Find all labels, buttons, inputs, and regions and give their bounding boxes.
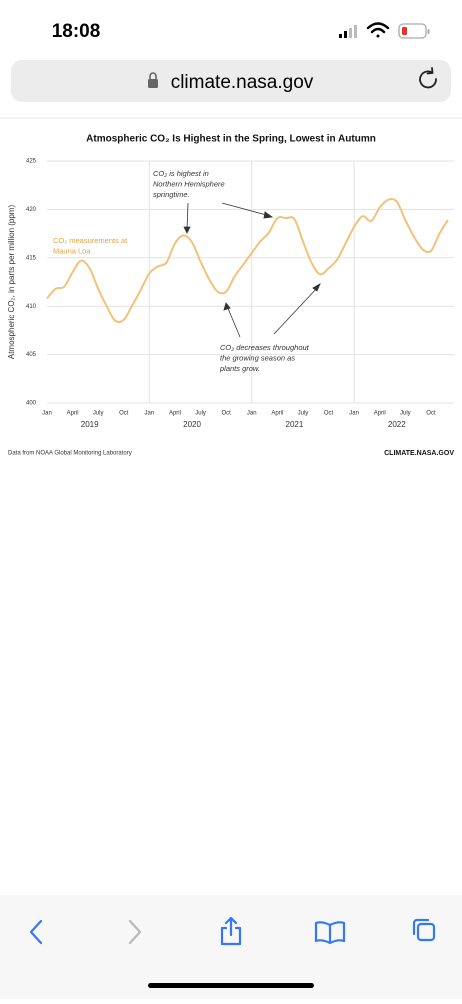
back-button[interactable] [29, 919, 43, 945]
home-indicator [148, 983, 314, 988]
x-tick-label: Oct [119, 411, 129, 417]
x-tick-label: April [67, 411, 79, 417]
data-line [46, 198, 449, 324]
lock-icon [148, 72, 158, 88]
x-tick-label: Jan [42, 411, 52, 417]
status-time: 18:08 [52, 21, 101, 42]
forward-button[interactable] [128, 919, 142, 945]
y-tick-label: 425 [26, 159, 37, 165]
year-label: 2022 [388, 420, 406, 429]
year-label: 2021 [286, 420, 304, 429]
x-tick-label: Jan [349, 411, 359, 417]
battery-icon [398, 23, 430, 39]
share-button[interactable] [220, 916, 242, 946]
bookmarks-button[interactable] [314, 921, 346, 945]
x-tick-label: Oct [221, 411, 231, 417]
annotation: springtime. [153, 190, 190, 199]
annotation: plants grow. [219, 364, 260, 373]
x-tick-label: Jan [145, 411, 155, 417]
x-tick-label: April [169, 411, 181, 417]
x-tick-label: July [400, 411, 411, 417]
annotation: Mauna Loa [53, 246, 91, 255]
x-tick-label: July [195, 411, 206, 417]
y-tick-label: 400 [26, 401, 37, 407]
credit: CLIMATE.NASA.GOV [384, 450, 454, 457]
y-tick-label: 405 [26, 352, 37, 358]
wifi-icon [366, 22, 390, 38]
x-tick-label: April [374, 411, 386, 417]
x-tick-label: April [271, 411, 283, 417]
year-label: 2019 [81, 420, 99, 429]
annotation-arrows [183, 202, 321, 338]
source: Data from NOAA Global Monitoring Laborat… [8, 451, 132, 457]
annotation: CO₂ is highest in [153, 169, 209, 178]
chart-title: Atmospheric CO₂ Is Highest in the Spring… [86, 134, 376, 145]
year-label: 2020 [183, 420, 201, 429]
x-tick-label: July [298, 411, 309, 417]
y-tick-label: 420 [26, 207, 37, 213]
x-tick-label: Oct [324, 411, 334, 417]
signal-icon [339, 25, 357, 38]
y-tick-label: 410 [26, 304, 37, 310]
y-tick-label: 415 [26, 255, 37, 261]
reload-button[interactable] [419, 67, 437, 89]
x-tick-label: Jan [247, 411, 257, 417]
x-tick-label: Oct [426, 411, 436, 417]
annotation: CO₂ measurements at [53, 236, 128, 245]
toolbar [0, 895, 462, 999]
annotation: CO₂ decreases throughout [220, 343, 310, 352]
annotation: Northern Hemisphere [153, 179, 225, 188]
tabs-button[interactable] [412, 918, 436, 942]
annotation: the growing season as [220, 353, 295, 362]
y-axis-label: Atmospheric CO₂, in parts per million (p… [7, 205, 16, 360]
chart: Atmospheric CO₂ Is Highest in the Spring… [7, 134, 454, 457]
x-tick-label: July [93, 411, 104, 417]
url-text: climate.nasa.gov [171, 72, 314, 93]
url-bar[interactable] [11, 60, 451, 102]
